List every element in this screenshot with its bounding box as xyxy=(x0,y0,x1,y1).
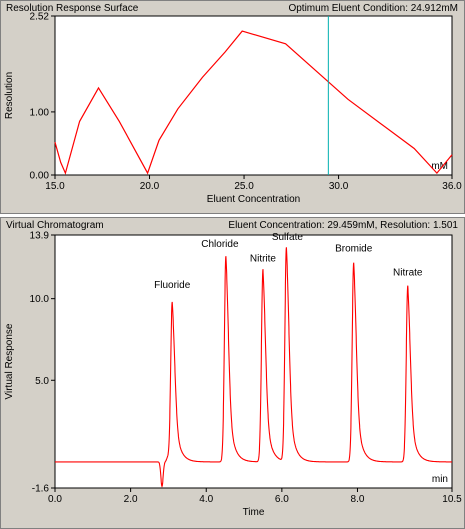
y-axis-title: Virtual Response xyxy=(4,323,15,399)
resolution-curve xyxy=(54,30,453,175)
x-unit-label: mM xyxy=(431,161,448,172)
x-tick-label: 8.0 xyxy=(351,494,365,505)
peak-label: Nitrate xyxy=(393,268,423,279)
peak-label: Fluoride xyxy=(154,280,191,291)
x-tick-label: 30.0 xyxy=(329,181,349,192)
y-tick-label: -1.6 xyxy=(32,484,50,495)
x-unit-label: min xyxy=(432,474,448,485)
plot-area xyxy=(54,15,453,176)
x-tick-label: 36.0 xyxy=(442,181,462,192)
resolution-response-chart[interactable]: 15.0 20.0 25.0 30.0 36.0 0.00 1.00 2.52 Eluent C… xyxy=(0,0,465,215)
y-tick-label: 2.52 xyxy=(30,12,50,23)
peak-label: Sulfate xyxy=(272,232,304,243)
panel-title: Resolution Response Surface xyxy=(6,3,139,14)
plot-area xyxy=(54,234,453,489)
x-tick-label: 0.0 xyxy=(48,494,62,505)
x-axis-title: Eluent Concentration xyxy=(207,194,300,205)
y-tick-label: 13.9 xyxy=(30,231,50,242)
panel-divider[interactable] xyxy=(0,213,465,217)
eluent-resolution-readout: Eluent Concentration: 29.459mM, Resoluti… xyxy=(228,220,458,231)
optimum-condition-readout: Optimum Eluent Condition: 24.912mM xyxy=(288,3,458,14)
x-tick-label: 6.0 xyxy=(275,494,289,505)
y-tick-label: 1.00 xyxy=(30,107,50,118)
y-tick-label: 5.0 xyxy=(35,376,49,387)
x-tick-label: 15.0 xyxy=(45,181,65,192)
panel-title: Virtual Chromatogram xyxy=(6,220,104,231)
x-axis-title: Time xyxy=(243,507,265,518)
y-tick-label: 0.00 xyxy=(30,171,50,182)
y-axis-title: Resolution xyxy=(4,72,15,119)
peak-label: Chloride xyxy=(201,239,239,250)
x-tick-label: 25.0 xyxy=(234,181,254,192)
x-tick-label: 20.0 xyxy=(140,181,160,192)
peak-label: Bromide xyxy=(335,244,373,255)
peak-label: Nitrite xyxy=(250,253,277,264)
chromatogram-trace xyxy=(55,247,452,488)
x-tick-label: 10.5 xyxy=(442,494,462,505)
x-tick-label: 2.0 xyxy=(124,494,138,505)
y-tick-label: 10.0 xyxy=(30,294,50,305)
x-tick-label: 4.0 xyxy=(199,494,213,505)
